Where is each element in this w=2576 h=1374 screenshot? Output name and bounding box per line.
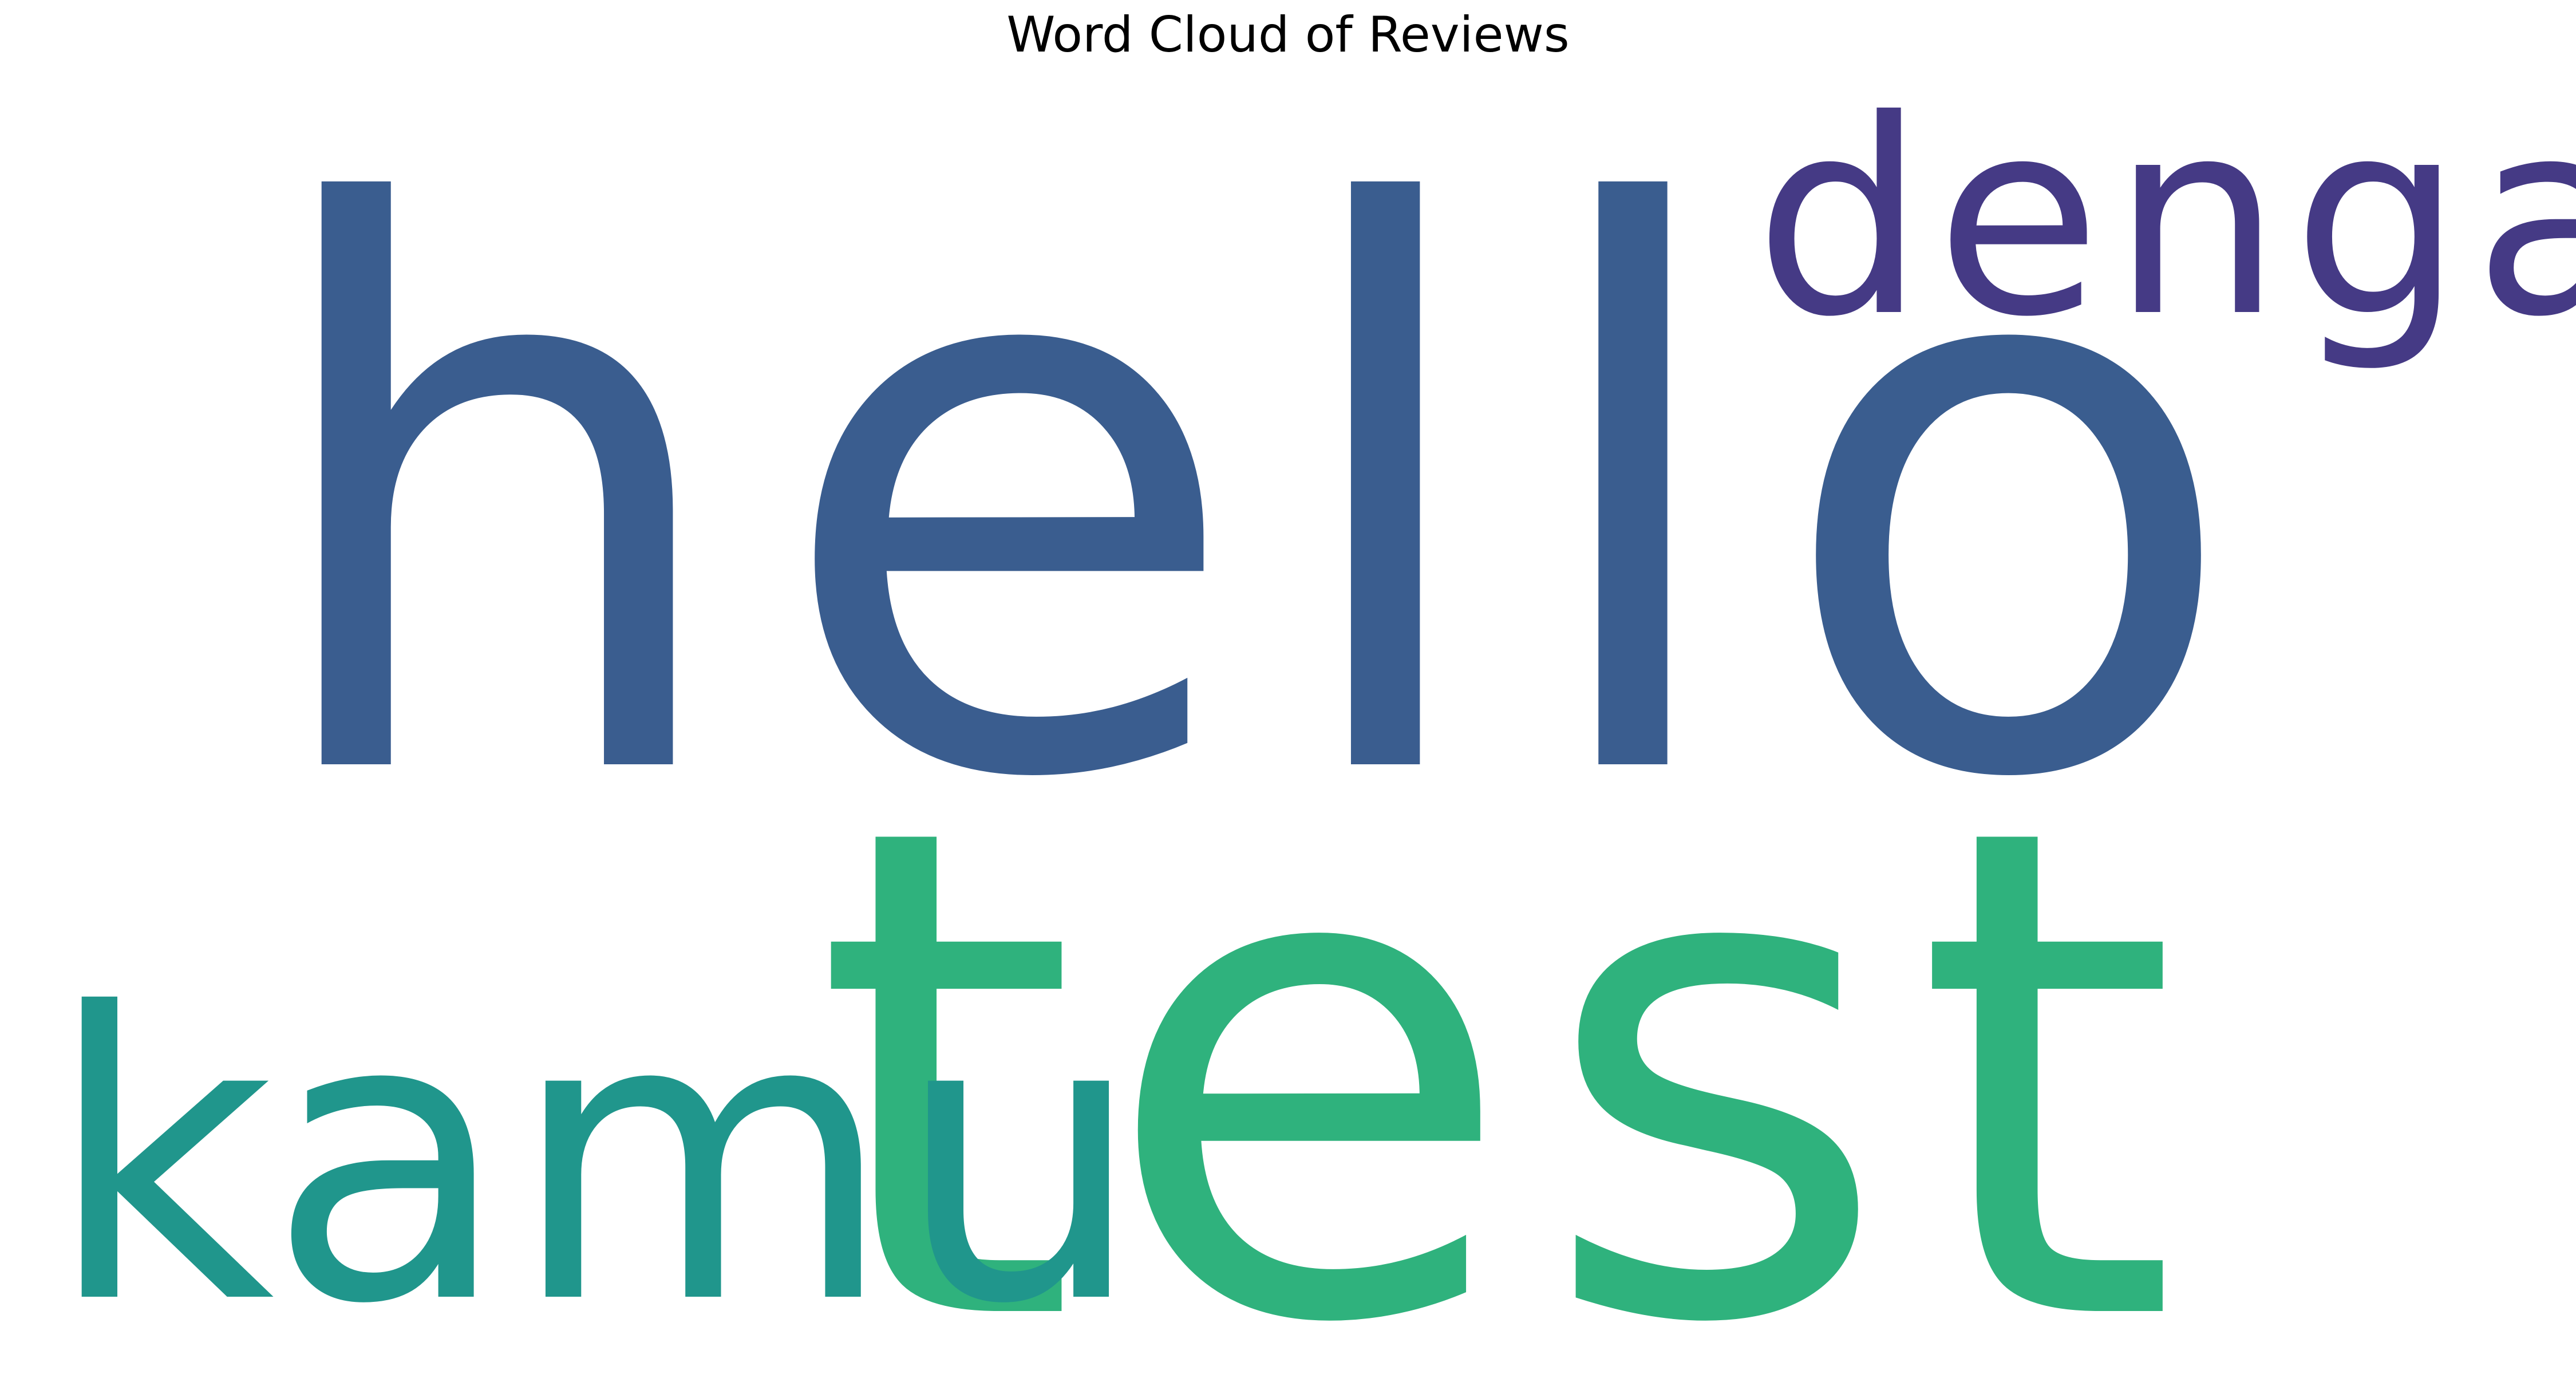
- word-dengar: dengar: [1755, 62, 2576, 376]
- word-test: test: [813, 685, 2202, 1374]
- word-kamu: kamu: [46, 930, 1145, 1374]
- chart-title: Word Cloud of Reviews: [1006, 6, 1570, 64]
- word-hello: hello: [252, 53, 2277, 946]
